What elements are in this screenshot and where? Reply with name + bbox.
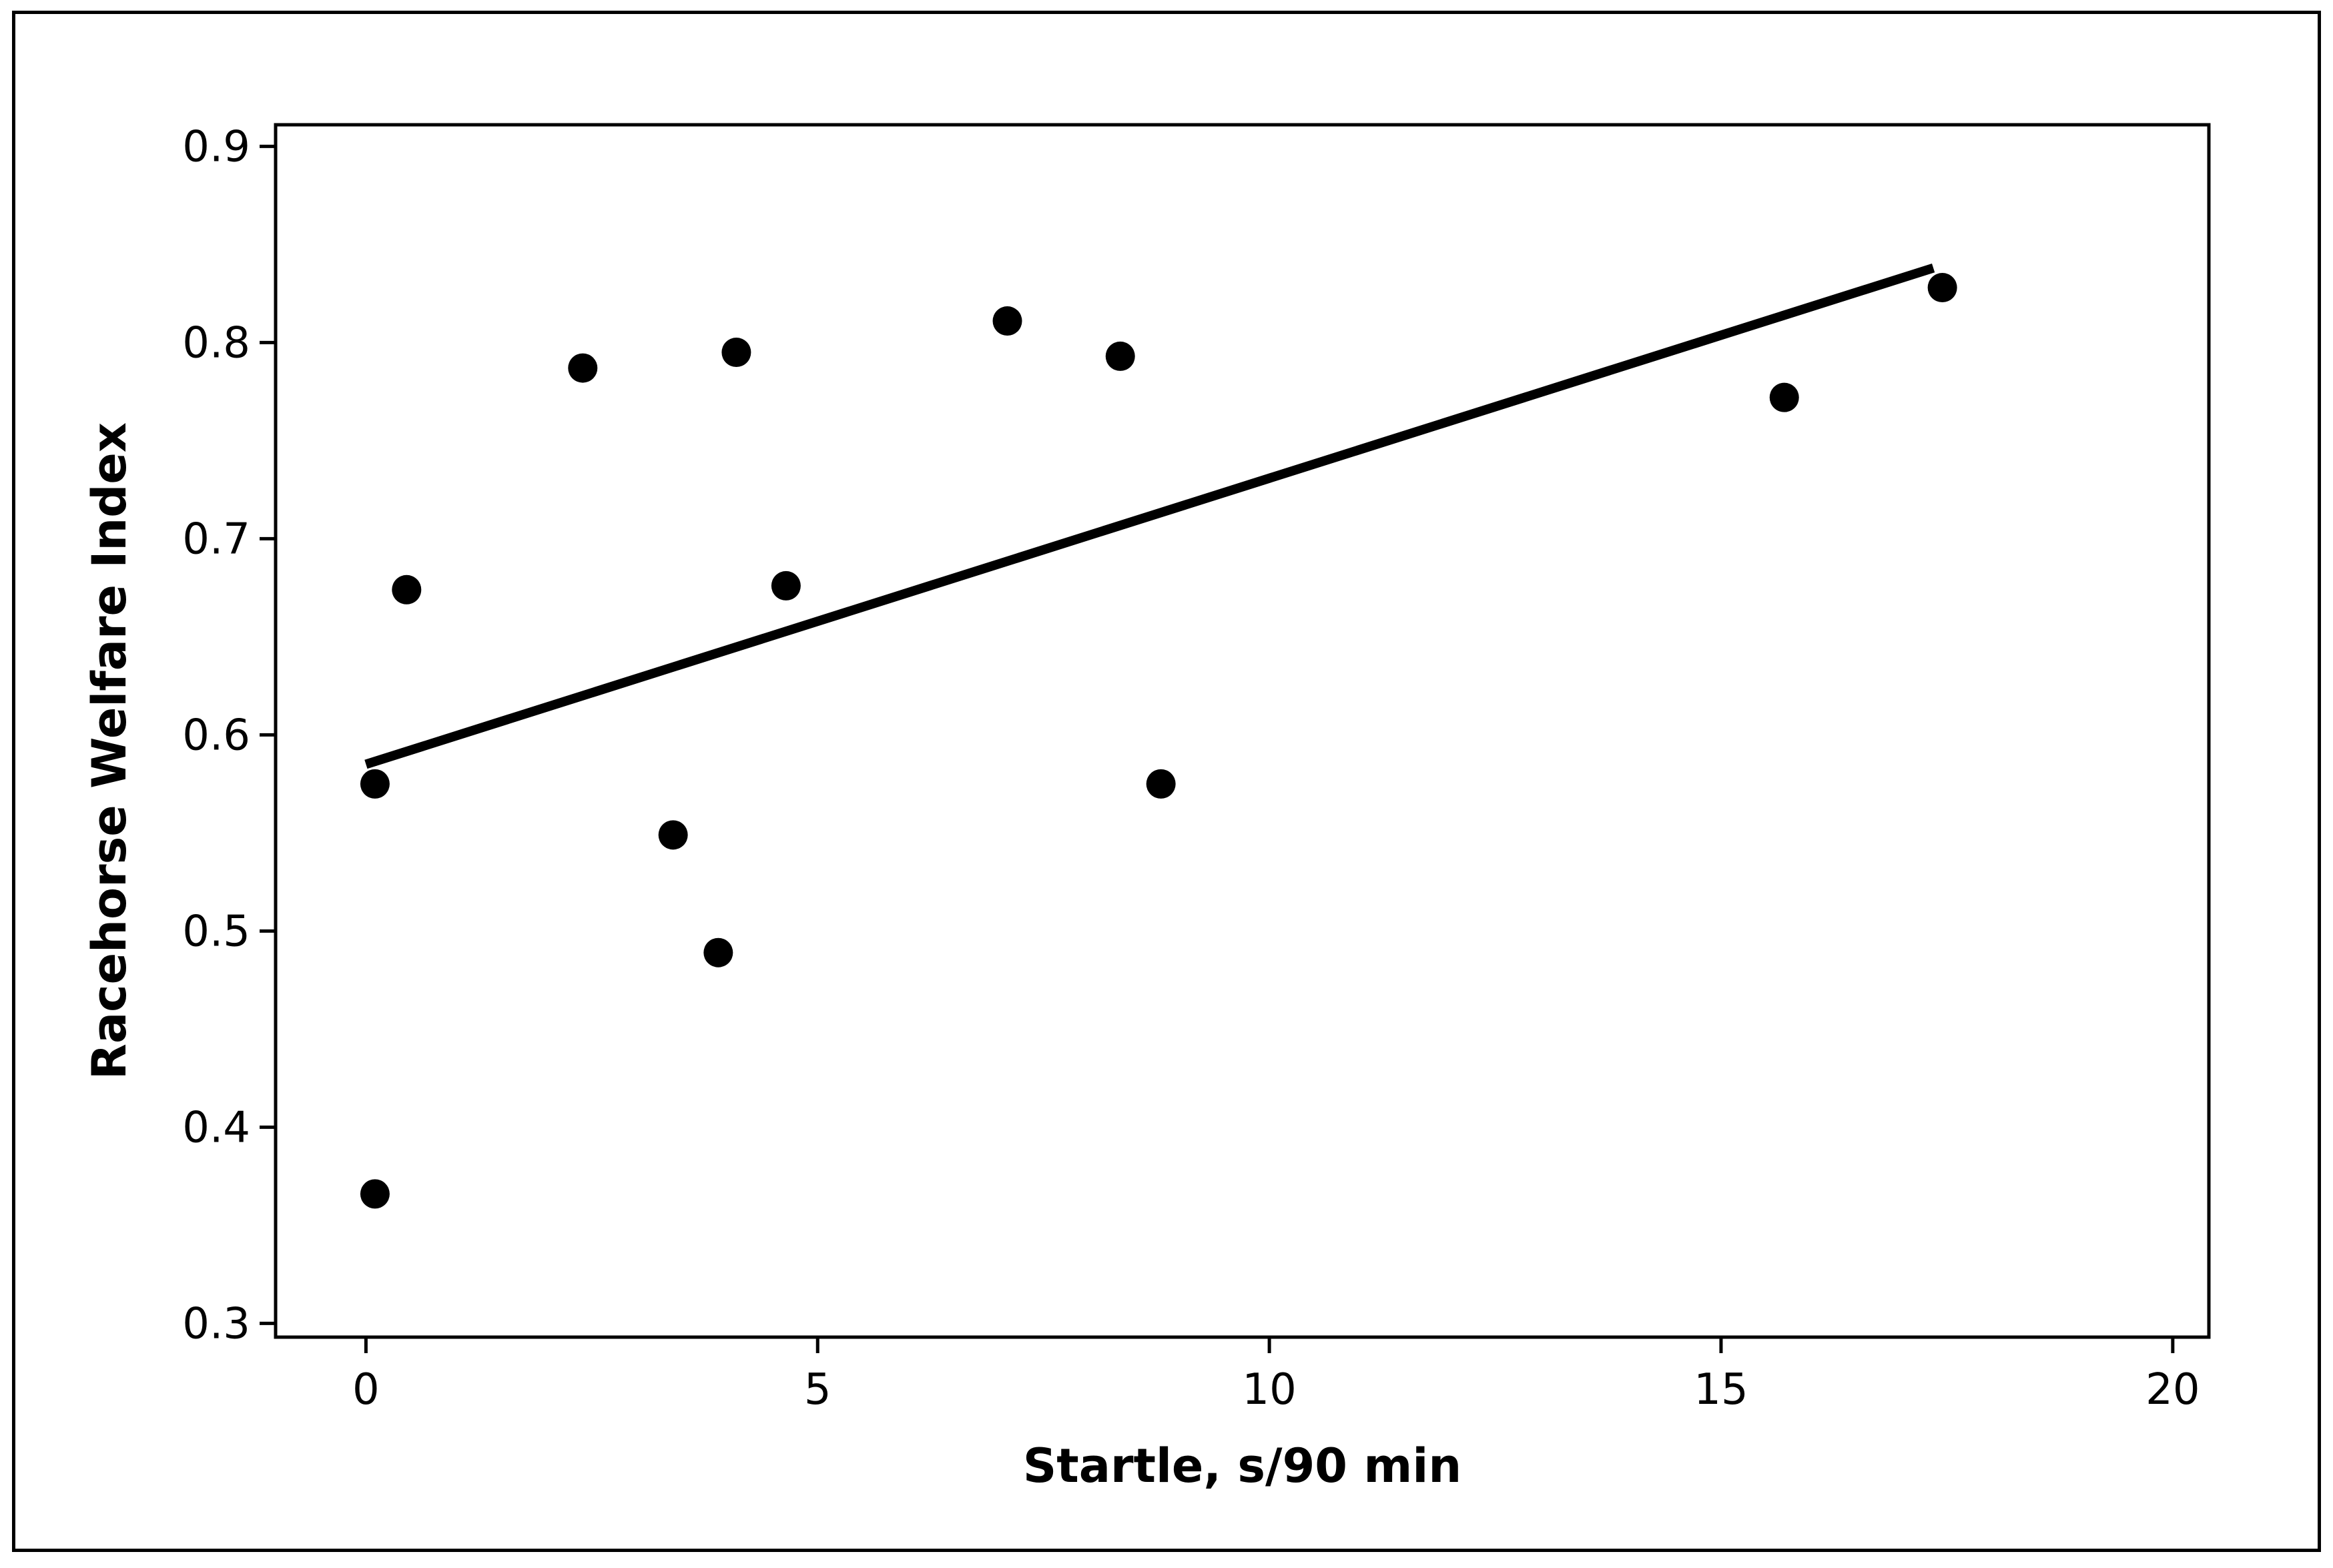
plot-area-frame (274, 123, 2211, 1339)
y-tick-label: 0.8 (182, 318, 250, 368)
data-point-4 (568, 353, 598, 383)
data-point-6 (703, 937, 733, 967)
scatter-chart: 0.3 0.4 0.5 0.6 0.7 0.8 0.9 0 5 10 15 20 Startle, s/… (82, 122, 2211, 1493)
y-tick-label: 0.5 (182, 907, 250, 956)
data-point-8 (771, 570, 801, 601)
data-point-2 (360, 769, 390, 799)
y-axis-title: Racehorse Welfare Index (82, 422, 137, 1080)
data-point-5 (658, 820, 688, 850)
y-tick-label: 0.6 (182, 711, 250, 760)
y-tick-label: 0.7 (182, 514, 250, 564)
x-axis-title: Startle, s/90 min (1023, 1439, 1461, 1493)
x-tick-label: 20 (2145, 1365, 2200, 1415)
x-tick-label: 10 (1242, 1365, 1296, 1415)
data-point-10 (1105, 341, 1135, 371)
x-tick-label: 15 (1694, 1365, 1748, 1415)
data-point-12 (1769, 382, 1799, 412)
data-point-7 (721, 338, 751, 368)
data-point-13 (1927, 273, 1957, 303)
data-point-11 (1146, 769, 1176, 799)
y-tick-label: 0.3 (182, 1299, 250, 1348)
x-tick-label: 5 (804, 1365, 831, 1415)
data-point-3 (392, 574, 422, 605)
figure-frame: 0.3 0.4 0.5 0.6 0.7 0.8 0.9 0 5 10 15 20 Startle, s/… (12, 11, 2321, 1552)
y-tick-label: 0.9 (182, 122, 250, 171)
data-point-1 (360, 1179, 390, 1209)
y-tick-label: 0.4 (182, 1103, 250, 1152)
x-tick-label: 0 (352, 1365, 380, 1415)
fit-line (364, 263, 1935, 769)
data-point-9 (992, 306, 1022, 336)
